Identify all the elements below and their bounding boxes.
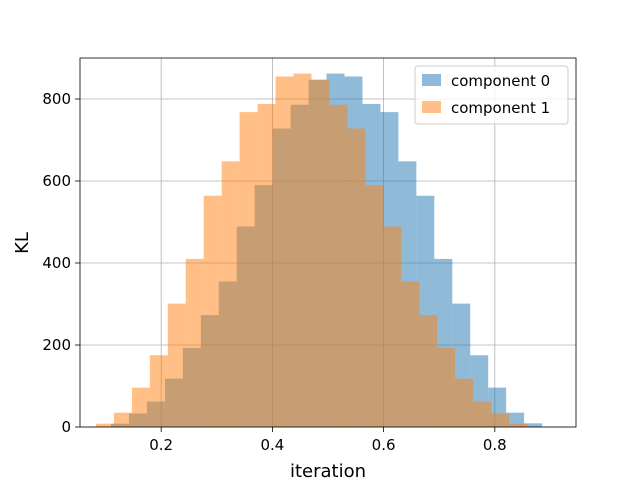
legend-swatch-series-0 (422, 74, 441, 86)
histogram-bar-series-0 (506, 412, 525, 427)
histogram-bars (95, 73, 543, 428)
legend-box (414, 65, 569, 125)
histogram-bar-series-0 (524, 423, 543, 427)
legend-label-series-1: component 1 (451, 99, 550, 117)
histogram-bar-series-1 (329, 104, 348, 428)
plot-frame (79, 57, 577, 428)
histogram-bar-series-1 (383, 226, 402, 427)
histogram-bar-series-1 (275, 76, 294, 427)
y-tick-label: 0 (61, 418, 71, 436)
histogram-bar-series-1 (347, 128, 366, 427)
histogram-bar-series-1 (311, 79, 330, 427)
histogram-bar-series-1 (257, 103, 276, 428)
axis-ticks: 0.2 0.4 0.6 0.8 0 200 400 600 800 (42, 90, 506, 454)
histogram-bar-series-1 (131, 387, 150, 427)
histogram-bar-series-1 (95, 423, 114, 427)
legend-label-series-0: component 0 (451, 72, 550, 90)
x-tick-label: 0.4 (260, 436, 284, 454)
legend: component 0 component 1 (414, 65, 569, 125)
histogram-bar-series-1 (293, 73, 312, 427)
y-tick-label: 800 (42, 90, 71, 108)
histogram-bar-series-1 (203, 195, 222, 427)
histogram-bar-series-1 (437, 347, 456, 427)
histogram-bar-series-1 (113, 412, 132, 427)
histogram-bar-series-1 (167, 303, 186, 427)
y-tick-label: 600 (42, 172, 71, 190)
histogram-bar-series-1 (401, 281, 420, 427)
x-tick-label: 0.2 (149, 436, 173, 454)
y-tick-label: 400 (42, 254, 71, 272)
x-tick-label: 0.6 (372, 436, 396, 454)
histogram-bar-series-1 (455, 378, 474, 427)
histogram-bar-series-1 (221, 161, 240, 427)
histogram-bar-series-1 (185, 258, 204, 427)
histogram-bar-series-1 (239, 112, 258, 428)
histogram-bar-series-1 (473, 401, 492, 427)
x-axis-label: iteration (290, 461, 366, 480)
histogram-bar-series-1 (365, 185, 384, 427)
legend-swatch-series-1 (422, 101, 441, 113)
x-tick-label: 0.8 (483, 436, 507, 454)
histogram-bar-series-1 (491, 413, 510, 427)
histogram-bar-series-1 (419, 315, 438, 427)
y-tick-label: 200 (42, 336, 71, 354)
y-axis-label: KL (12, 232, 33, 254)
histogram-bar-series-1 (149, 355, 168, 427)
histogram-bar-series-1 (509, 423, 528, 427)
